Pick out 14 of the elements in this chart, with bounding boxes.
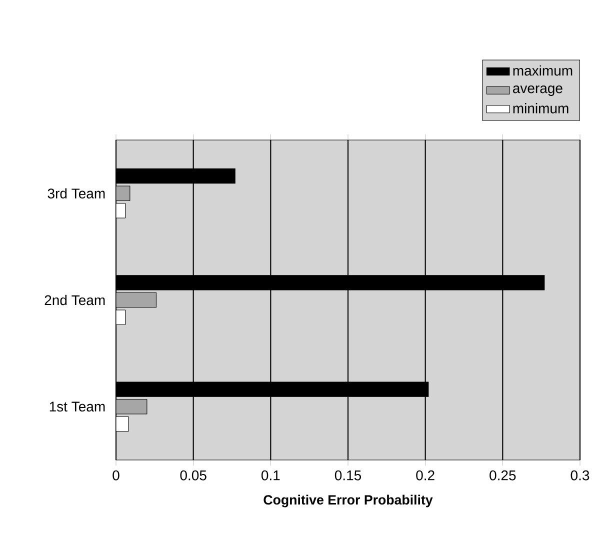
x-axis-title: Cognitive Error Probability [264,494,433,508]
x-tick-label: 0.1 [261,470,280,480]
x-tick-label: 0.2 [416,470,434,480]
x-tick-label: 0.05 [180,470,206,480]
x-tick-label: 0 [112,470,120,480]
x-tick-label: 0.3 [570,470,590,480]
legend-label: maximum [513,65,572,76]
legend-label: average [512,86,562,96]
y-tick-label: 1st Team [50,402,105,412]
y-tick-label: 2nd Team [44,294,105,306]
x-tick-label: 0.15 [334,470,362,480]
x-tick-label: 0.25 [490,470,516,480]
y-tick-label: 3rd Team [48,188,105,198]
legend-label: minimum [513,103,568,114]
